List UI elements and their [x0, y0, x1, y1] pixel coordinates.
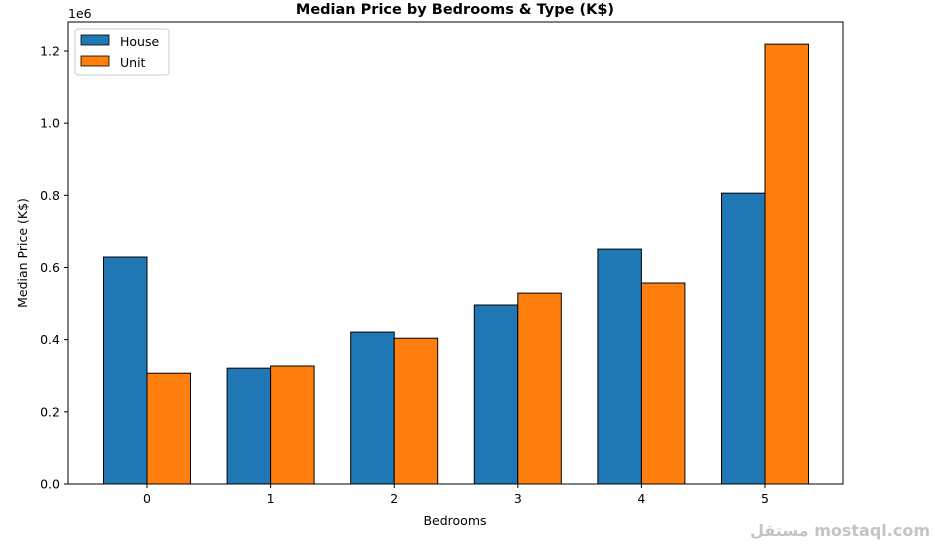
bar-unit-5	[764, 43, 809, 485]
bar-house-3	[473, 304, 519, 485]
y-tick-label: 0.4	[40, 332, 60, 347]
y-offset-label: 1e6	[68, 6, 92, 21]
x-tick-label: 0	[143, 491, 151, 506]
y-tick-label: 1.2	[40, 44, 60, 59]
y-tick-label: 1.0	[40, 116, 60, 131]
bar-unit-2	[393, 337, 439, 485]
x-tick-label: 4	[637, 491, 645, 506]
y-tick-label: 0.6	[40, 260, 60, 275]
bar-house-4	[597, 248, 642, 485]
legend-swatch-house	[80, 34, 110, 46]
legend-label-unit: Unit	[120, 55, 146, 70]
bar-unit-1	[270, 365, 315, 485]
bar-unit-4	[640, 282, 686, 485]
x-tick-label: 1	[267, 491, 275, 506]
bar-house-5	[721, 192, 766, 485]
bar-house-1	[226, 367, 272, 485]
chart-title: Median Price by Bedrooms & Type (K$)	[296, 2, 614, 18]
legend-swatch-unit	[80, 55, 110, 67]
y-tick-label: 0.0	[40, 477, 60, 492]
y-axis-label: Median Price (K$)	[15, 198, 30, 308]
y-tick-label: 0.8	[40, 188, 60, 203]
x-tick-label: 3	[514, 491, 522, 506]
legend: House Unit	[74, 28, 170, 76]
x-axis-label: Bedrooms	[423, 513, 486, 528]
legend-label-house: House	[120, 34, 159, 49]
bar-house-2	[350, 331, 395, 485]
watermark: مستقل mostaql.com	[750, 521, 930, 540]
plot-frame	[67, 21, 844, 485]
x-tick-label: 5	[761, 491, 769, 506]
bar-house-0	[103, 256, 148, 485]
bar-unit-0	[146, 372, 191, 485]
x-tick-label: 2	[390, 491, 398, 506]
y-tick-label: 0.2	[40, 404, 60, 419]
bar-unit-3	[517, 292, 562, 485]
